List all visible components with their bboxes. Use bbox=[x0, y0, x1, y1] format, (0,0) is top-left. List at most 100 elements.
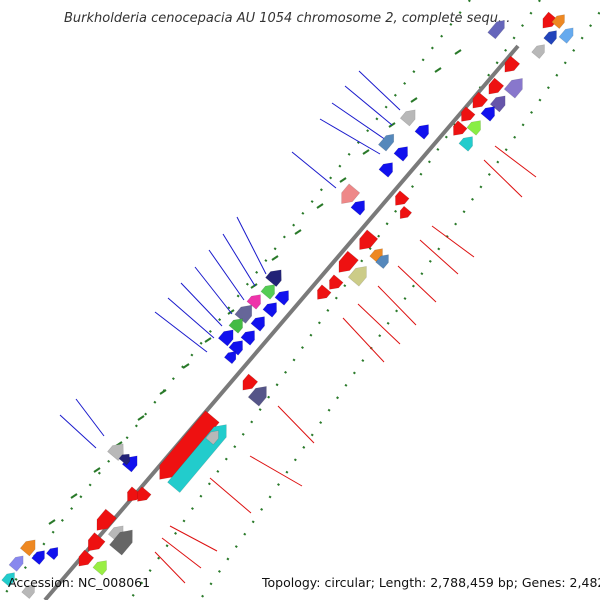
gene-shape bbox=[137, 486, 152, 502]
gene-shape bbox=[19, 539, 36, 557]
gene-shape bbox=[338, 250, 359, 273]
gene-shape bbox=[503, 77, 523, 99]
gene-feature bbox=[377, 133, 395, 152]
gene-shape bbox=[488, 77, 505, 95]
gene-shape bbox=[543, 30, 557, 45]
ruler-tick bbox=[48, 519, 56, 525]
gene-shape bbox=[458, 136, 473, 152]
gene-feature bbox=[159, 410, 220, 480]
gene-feature bbox=[503, 77, 523, 99]
ruler-tick bbox=[159, 389, 167, 395]
gene-feature bbox=[480, 106, 495, 122]
gene-feature bbox=[31, 550, 45, 565]
gene-shape bbox=[378, 162, 393, 178]
gene-shape bbox=[223, 351, 237, 365]
gene-feature bbox=[504, 55, 521, 73]
leader-line bbox=[494, 145, 537, 178]
gene-feature bbox=[228, 318, 243, 334]
gene-feature bbox=[250, 316, 265, 332]
leader-line bbox=[154, 311, 208, 353]
leader-line bbox=[208, 249, 245, 301]
gene-feature bbox=[399, 109, 416, 127]
gene-feature bbox=[350, 200, 365, 216]
gene-feature bbox=[399, 205, 413, 219]
gene-shape bbox=[395, 190, 410, 206]
leader-line bbox=[483, 159, 523, 198]
gene-features bbox=[1, 11, 574, 599]
leader-line bbox=[319, 118, 381, 155]
gene-feature bbox=[262, 302, 277, 318]
gene-shape bbox=[1, 572, 15, 587]
accession-text: Accession: NC_008061 bbox=[8, 575, 150, 590]
gene-feature bbox=[461, 106, 476, 122]
gene-feature bbox=[329, 274, 344, 290]
chromosome-backbone bbox=[43, 44, 520, 600]
gene-shape bbox=[45, 547, 59, 561]
leader-line bbox=[169, 525, 218, 552]
leader-line bbox=[431, 225, 475, 258]
ruler-tick bbox=[339, 177, 347, 183]
leader-line bbox=[357, 303, 401, 345]
gene-shape bbox=[472, 91, 489, 109]
gene-shape bbox=[265, 269, 282, 288]
gene-shape bbox=[487, 19, 505, 40]
gene-shape bbox=[489, 95, 506, 113]
gene-feature bbox=[78, 549, 95, 567]
gene-shape bbox=[341, 183, 361, 205]
leader-line bbox=[59, 414, 97, 449]
ruler-tick bbox=[250, 283, 258, 289]
ruler-tick bbox=[93, 467, 101, 473]
leader-line bbox=[180, 282, 223, 327]
leader-line bbox=[194, 266, 233, 315]
gene-feature bbox=[317, 284, 332, 300]
gene-shape bbox=[228, 318, 243, 334]
gene-feature bbox=[96, 508, 117, 531]
gene-shape bbox=[234, 304, 253, 324]
gene-feature bbox=[205, 430, 219, 445]
ruler-tick bbox=[294, 229, 302, 235]
leader-line bbox=[222, 233, 256, 287]
gene-shape bbox=[92, 560, 107, 576]
leader-line bbox=[277, 405, 315, 444]
gene-feature bbox=[228, 340, 243, 356]
gene-feature bbox=[8, 555, 24, 572]
gene-shape bbox=[21, 584, 35, 599]
gene-shape bbox=[78, 549, 95, 567]
gene-shape bbox=[466, 120, 481, 136]
gene-feature bbox=[531, 44, 545, 59]
gene-shape bbox=[504, 55, 521, 73]
gene-shape bbox=[260, 284, 275, 300]
gene-feature bbox=[92, 560, 107, 576]
gene-shape bbox=[399, 109, 416, 127]
gene-shape bbox=[480, 106, 495, 122]
gene-feature bbox=[109, 529, 133, 556]
dotted-ring-inner-1 bbox=[199, 9, 600, 600]
ruler-tick bbox=[137, 415, 145, 421]
gene-shape bbox=[461, 106, 476, 122]
gene-feature bbox=[87, 532, 106, 552]
gene-feature bbox=[246, 294, 261, 310]
ruler-tick bbox=[434, 67, 442, 73]
leader-line bbox=[397, 265, 437, 303]
gene-shape bbox=[377, 133, 395, 152]
gene-shape bbox=[109, 529, 133, 556]
leader-line bbox=[344, 85, 393, 126]
gene-shape bbox=[350, 200, 365, 216]
gene-feature bbox=[240, 330, 255, 346]
gene-shape bbox=[551, 14, 565, 29]
leader-line bbox=[419, 239, 459, 275]
leader-line bbox=[291, 151, 337, 189]
leader-line bbox=[161, 537, 202, 569]
gene-feature bbox=[242, 373, 259, 391]
gene-feature bbox=[359, 229, 379, 251]
gene-feature bbox=[458, 136, 473, 152]
gene-feature bbox=[395, 190, 410, 206]
gene-shape bbox=[31, 550, 45, 565]
map-title: Burkholderia cenocepacia AU 1054 chromos… bbox=[64, 11, 510, 26]
gene-shape bbox=[118, 453, 131, 466]
gene-shape bbox=[414, 124, 429, 140]
gene-feature bbox=[217, 329, 234, 347]
gene-shape bbox=[159, 410, 220, 480]
gene-shape bbox=[453, 120, 468, 136]
